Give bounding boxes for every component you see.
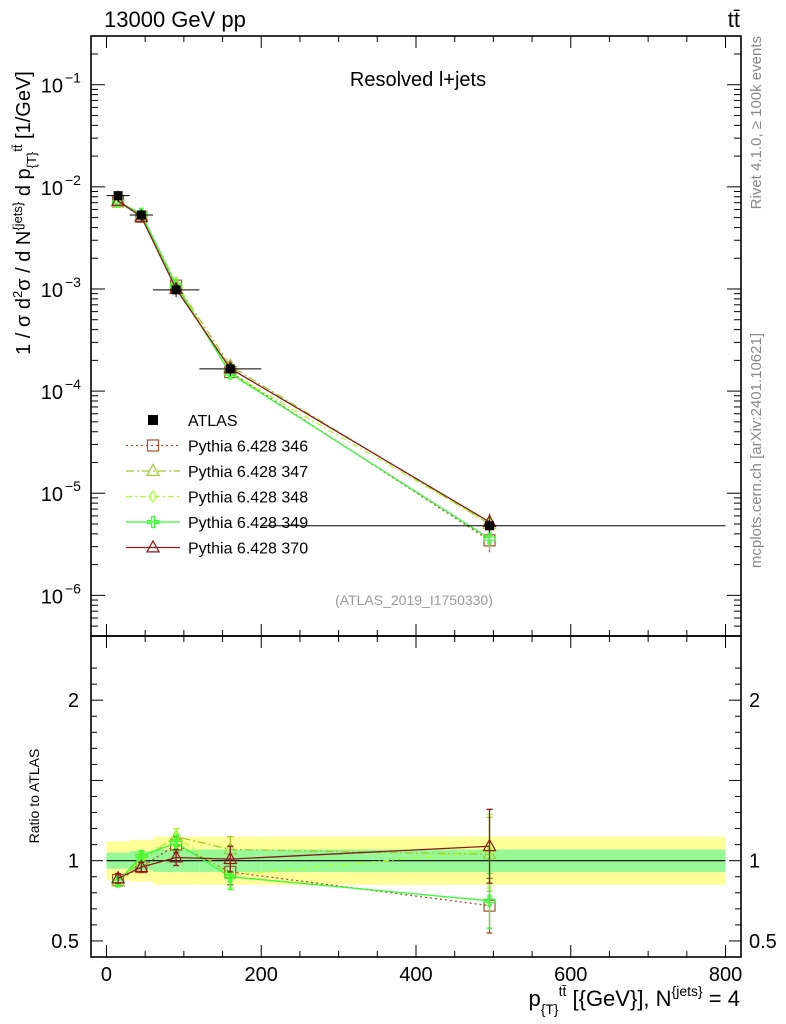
atlas-point <box>485 521 495 531</box>
atlas-point <box>171 285 181 295</box>
ratio-point <box>135 849 148 862</box>
main-series-atlas <box>106 190 726 533</box>
main-line <box>117 201 490 540</box>
y-tick-exponent: −2 <box>65 172 81 188</box>
y-tick-label: 10 <box>41 178 63 200</box>
analysis-id: (ATLAS_2019_I1750330) <box>335 592 493 608</box>
legend-marker <box>148 489 158 504</box>
legend: ATLAS Pythia 6.428 346 Pythia 6.428 347 Pyt… <box>126 413 308 558</box>
main-series-pythia-6.428-347 <box>111 193 497 536</box>
legend-label: ATLAS <box>188 413 238 430</box>
y-tick-label: 10 <box>41 280 63 302</box>
legend-item: ATLAS <box>148 413 238 430</box>
y-tick-label: 10 <box>41 484 63 506</box>
mcplots-label: mcplots.cern.ch [arXiv:2401.10621] <box>748 333 765 568</box>
main-y-label: 1 / σ d2σ / d N{jets} d p{T}tt̄ [1/GeV] <box>10 71 39 355</box>
atlas-point <box>113 191 123 201</box>
legend-item: Pythia 6.428 370 <box>126 539 308 558</box>
legend-item: Pythia 6.428 347 <box>126 463 308 481</box>
ratio-tick-label-right: 1 <box>749 851 760 873</box>
legend-marker <box>146 439 160 452</box>
ratio-tick-label-left: 0.5 <box>51 931 79 953</box>
y-tick-exponent: −1 <box>65 70 81 86</box>
ratio-series-group <box>111 808 497 934</box>
legend-label: Pythia 6.428 370 <box>188 541 308 558</box>
ratio-tick-label-left: 2 <box>68 690 79 712</box>
ratio-frame <box>90 635 742 958</box>
main-y-label-text: 1 / σ d2σ / d N{jets} d p{T}tt̄ [1/GeV] <box>10 71 39 355</box>
legend-marker <box>145 539 161 553</box>
x-tick-label: 600 <box>554 964 587 986</box>
x-tick-label: 0 <box>101 964 112 986</box>
ratio-line <box>117 843 490 907</box>
y-tick-exponent: −5 <box>65 478 81 494</box>
chart-title: Resolved l+jets <box>350 69 486 91</box>
x-axis-label: p{T}tt̄ [{GeV}], N{jets} = 4 <box>528 983 740 1017</box>
ratio-point <box>482 838 497 852</box>
ratio-line <box>117 835 490 883</box>
process-label: tt̄ <box>728 7 740 32</box>
legend-label: Pythia 6.428 348 <box>188 490 308 507</box>
legend-item: Pythia 6.428 348 <box>126 490 308 507</box>
ratio-point <box>111 870 126 884</box>
ratio-series-pythia-6.428-370 <box>111 808 497 884</box>
ratio-point <box>223 851 238 865</box>
main-series-pythia-6.428-370 <box>111 192 497 533</box>
ratio-point <box>134 859 149 873</box>
y-tick-exponent: −4 <box>65 376 81 392</box>
ratio-y-label: Ratio to ATLAS <box>26 749 42 844</box>
legend-label: Pythia 6.428 346 <box>188 439 308 456</box>
legend-marker <box>145 463 161 476</box>
main-point <box>483 532 496 545</box>
legend-label: Pythia 6.428 347 <box>188 464 308 481</box>
ratio-point <box>170 836 183 850</box>
atlas-point <box>136 210 146 220</box>
legend-item: Pythia 6.428 349 <box>126 515 308 532</box>
x-tick-label: 200 <box>245 964 278 986</box>
ratio-tick-label-right: 2 <box>749 690 760 712</box>
ratio-tick-label-right: 0.5 <box>749 931 777 953</box>
energy-label: 13000 GeV pp <box>104 7 246 32</box>
ratio-tick-label-left: 1 <box>68 851 79 873</box>
y-tick-label: 10 <box>41 382 63 404</box>
main-series-pythia-6.428-348 <box>113 195 495 535</box>
y-tick-exponent: −3 <box>65 274 81 290</box>
y-tick-label: 10 <box>41 76 63 98</box>
x-tick-label: 800 <box>709 964 742 986</box>
main-series-group <box>106 190 726 553</box>
y-tick-exponent: −6 <box>65 580 81 596</box>
x-tick-label: 400 <box>399 964 432 986</box>
legend-item: Pythia 6.428 346 <box>126 439 308 456</box>
rivet-label: Rivet 4.1.0, ≥ 100k events <box>748 36 765 209</box>
ratio-point <box>169 849 184 863</box>
x-axis-label-text: p{T}tt̄ [{GeV}], N{jets} = 4 <box>528 983 740 1017</box>
ratio-point <box>224 870 237 883</box>
legend-label: Pythia 6.428 349 <box>188 515 308 532</box>
y-tick-label: 10 <box>41 586 63 608</box>
atlas-point <box>225 364 235 374</box>
legend-marker <box>148 415 158 425</box>
ratio-point <box>483 894 496 907</box>
legend-marker <box>146 515 160 529</box>
ratio-uncertainty-bands <box>106 836 726 885</box>
